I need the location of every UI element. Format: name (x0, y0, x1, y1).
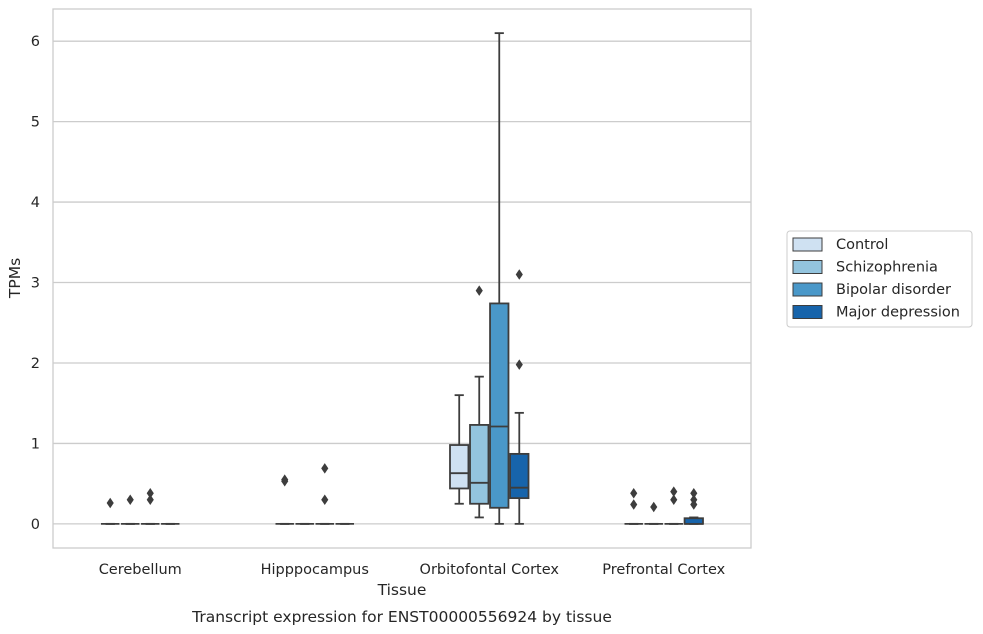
box-1-3 (644, 501, 663, 525)
gridlines (53, 40, 751, 525)
y-tick-label-3: 3 (31, 276, 40, 292)
outlier-1 (146, 494, 154, 505)
outlier-0 (106, 497, 114, 509)
legend-swatch-0 (792, 237, 823, 252)
x-tick-label-3: Prefrontal Cortex (602, 562, 725, 578)
outlier-0 (475, 285, 483, 296)
box-3-3 (683, 488, 704, 525)
outlier-1 (630, 499, 638, 510)
box-0-2 (449, 394, 470, 505)
legend-label-2: Bipolar disorder (836, 282, 951, 298)
box-iqr (469, 424, 490, 505)
legend-swatch-3 (792, 305, 823, 319)
outlier-0 (126, 494, 134, 505)
box-iqr (489, 302, 510, 509)
y-tick-label-1: 1 (31, 436, 40, 452)
x-tick-label-2: Orbitofontal Cortex (420, 562, 560, 578)
y-tick-label-0: 0 (31, 517, 40, 533)
box-iqr (449, 444, 470, 490)
x-tick-label-1: Hipppocampus (261, 562, 369, 578)
chart-caption: Transcript expression for ENST0000055692… (191, 608, 612, 626)
legend-label-3: Major depression (836, 305, 960, 321)
box-0-1 (275, 474, 294, 525)
box-2-0 (141, 488, 160, 525)
outlier-0 (515, 269, 523, 280)
box-1-2 (469, 285, 490, 519)
legend-swatch-2 (792, 282, 823, 297)
outlier-0 (650, 501, 658, 513)
legend-label-0: Control (836, 237, 888, 253)
y-tick-labels: 0 1 2 3 4 5 6 (31, 34, 40, 533)
legend-frame (786, 230, 973, 328)
outlier-1 (515, 359, 523, 370)
legend: Control Schizophrenia Bipolar disorder Majo… (786, 230, 973, 328)
box-plots (101, 32, 704, 525)
y-tick-label-5: 5 (31, 115, 40, 131)
box-1-0 (121, 494, 140, 525)
y-tick-label-4: 4 (31, 195, 40, 211)
box-0-3 (624, 488, 643, 525)
legend-swatch-1 (792, 260, 823, 274)
y-axis-title: TPMs (6, 258, 24, 299)
x-tick-label-0: Cerebellum (99, 562, 182, 578)
outlier-0 (321, 463, 329, 474)
outlier-1 (281, 475, 289, 487)
x-axis-title: Tissue (377, 581, 427, 599)
x-tick-labels: Cerebellum Hipppocampus Orbitofontal Corte… (99, 562, 726, 578)
outlier-2 (690, 499, 698, 510)
outlier-0 (670, 486, 678, 497)
y-tick-label-6: 6 (31, 34, 40, 50)
outlier-1 (321, 494, 329, 505)
box-3-2 (509, 269, 530, 525)
outlier-0 (690, 488, 698, 499)
y-tick-label-2: 2 (31, 356, 40, 372)
outlier-0 (146, 488, 154, 499)
plot-area-frame (52, 8, 752, 549)
box-iqr (509, 452, 530, 500)
outlier-0 (630, 488, 638, 499)
box-2-2 (489, 32, 510, 525)
legend-label-1: Schizophrenia (836, 260, 938, 276)
box-2-1 (315, 463, 334, 525)
outlier-1 (670, 494, 678, 505)
box-0-0 (101, 497, 120, 525)
box-2-3 (664, 486, 683, 525)
